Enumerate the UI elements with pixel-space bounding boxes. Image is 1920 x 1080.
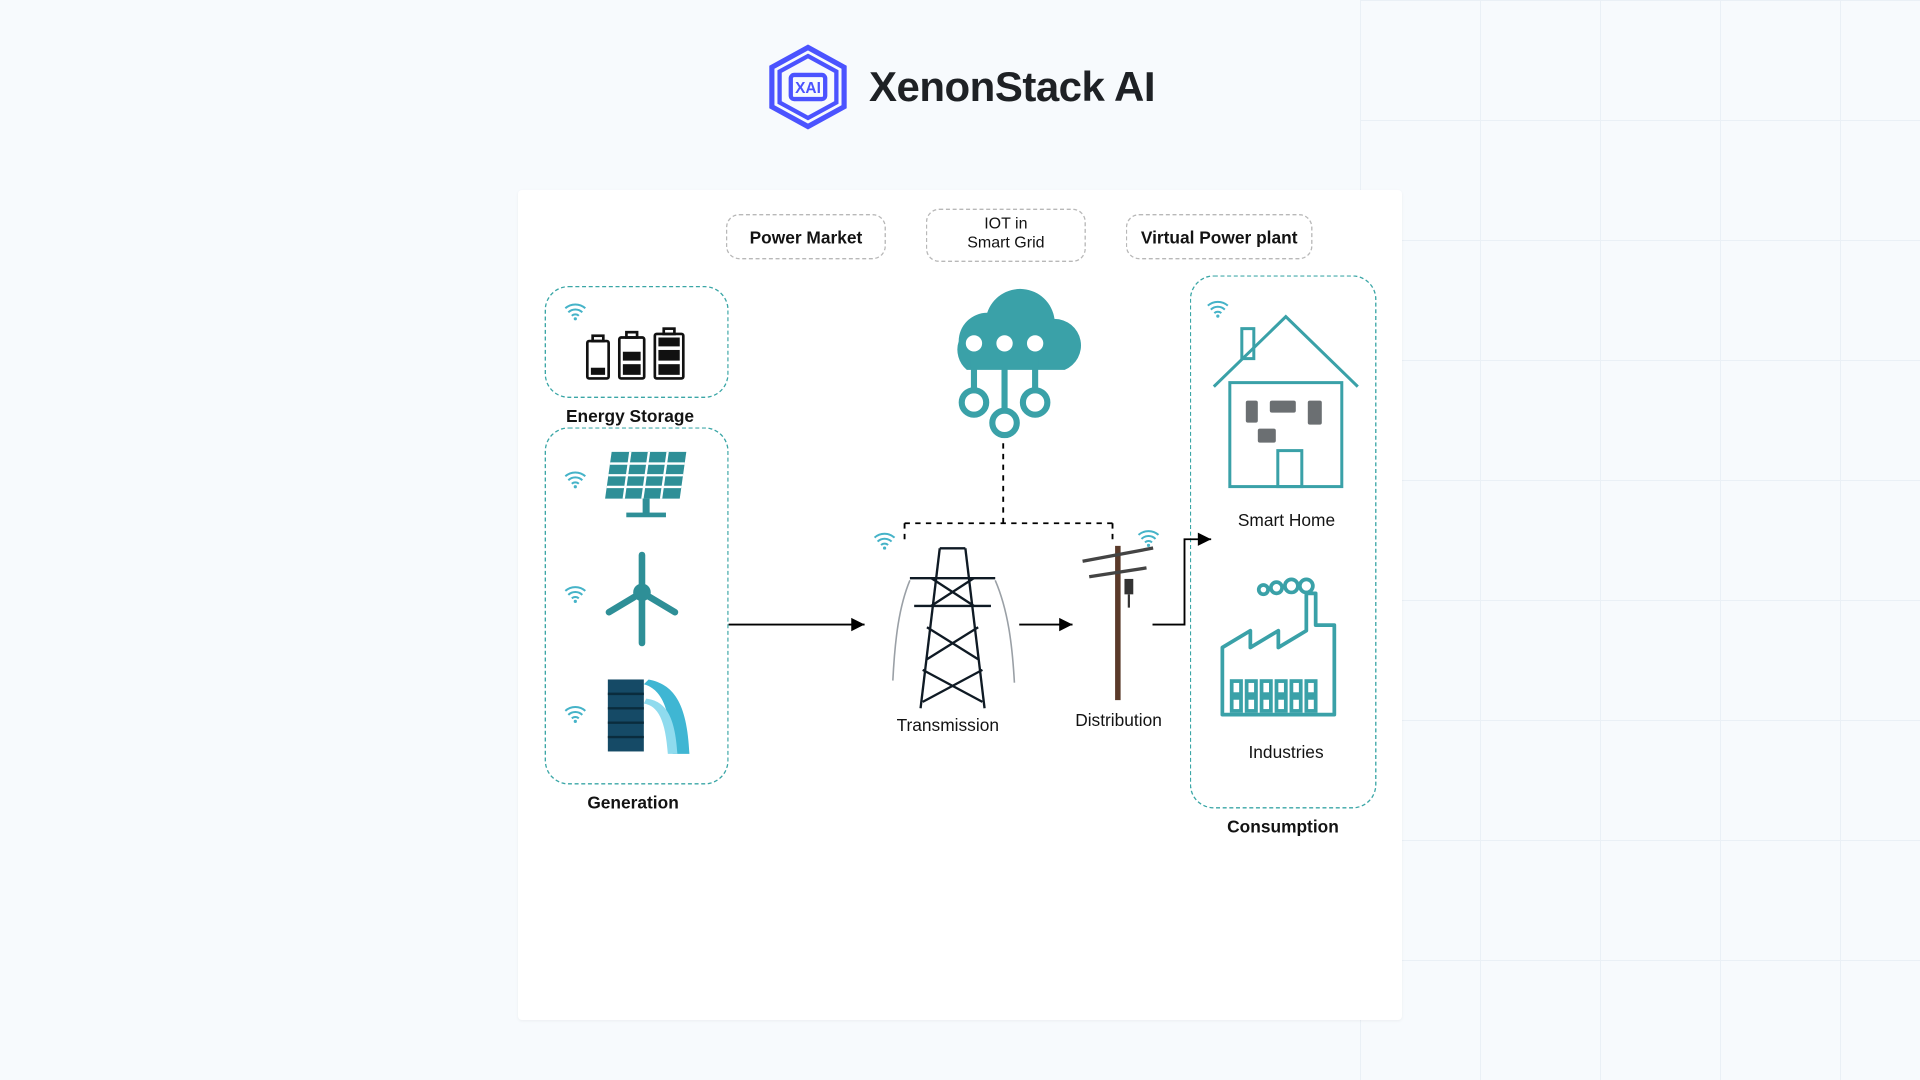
consumption-label: Consumption <box>1227 817 1339 837</box>
iot-box: IOT in Smart Grid <box>926 209 1086 262</box>
power-market-label: Power Market <box>750 227 863 247</box>
iot-label-line1: IOT in <box>984 214 1027 233</box>
wifi-icon <box>563 302 587 321</box>
industries-label: Industries <box>1248 742 1323 762</box>
vpp-label: Virtual Power plant <box>1141 227 1298 247</box>
generation-label: Generation <box>587 793 678 813</box>
solar-panel-icon <box>601 446 694 523</box>
smart-home-label: Smart Home <box>1238 510 1335 530</box>
brand-name: XenonStack AI <box>869 63 1155 111</box>
smart-home-icon <box>1206 297 1366 505</box>
battery-icon <box>582 326 689 385</box>
hydro-dam-icon <box>601 670 697 766</box>
wifi-icon <box>563 470 587 489</box>
page-stage: XAI XenonStack AI Power Market IOT in Sm… <box>220 0 1700 1080</box>
iot-cloud-icon <box>913 270 1097 443</box>
power-market-box: Power Market <box>726 214 886 259</box>
distribution-label: Distribution <box>1075 710 1162 730</box>
transmission-label: Transmission <box>897 715 999 735</box>
wifi-icon <box>563 585 587 604</box>
iot-label-line2: Smart Grid <box>967 233 1044 252</box>
industries-icon <box>1211 571 1360 731</box>
distribution-pole-icon <box>1073 539 1164 704</box>
brand-header: XAI XenonStack AI <box>765 44 1155 130</box>
wind-turbine-icon <box>598 547 686 648</box>
transmission-tower-icon <box>889 542 1017 713</box>
brand-logo-badge-text: XAI <box>795 80 821 97</box>
vpp-box: Virtual Power plant <box>1126 214 1313 259</box>
brand-logo-icon: XAI <box>765 44 851 130</box>
diagram-card: Power Market IOT in Smart Grid Virtual P… <box>518 190 1402 1020</box>
wifi-icon <box>563 705 587 724</box>
energy-storage-label: Energy Storage <box>566 406 694 426</box>
